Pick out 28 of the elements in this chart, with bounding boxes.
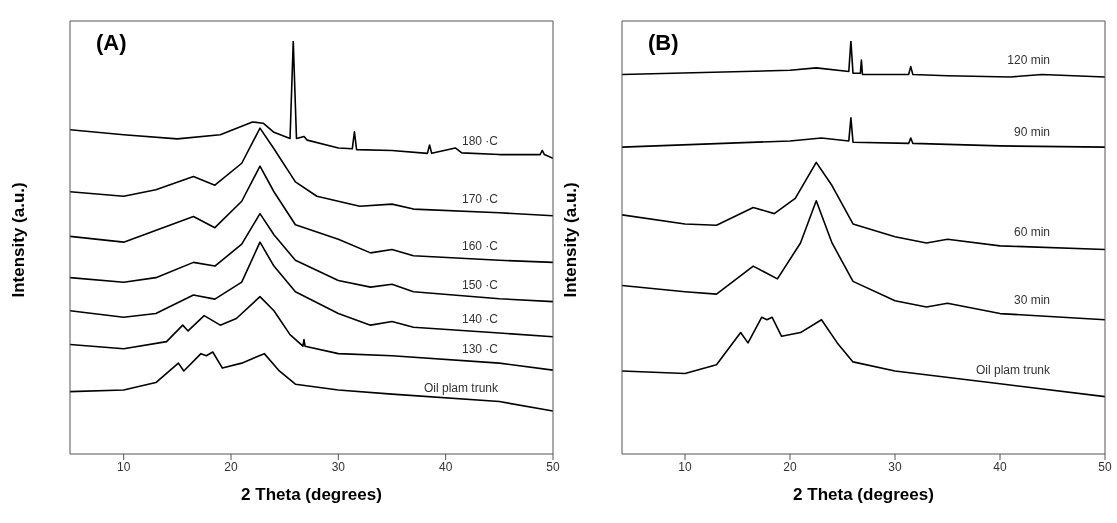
x-tick-label: 10 [116, 459, 131, 474]
series-label: 150 ·C [461, 277, 499, 292]
x-tick-label: 20 [783, 459, 797, 474]
series-label: 90 min [1013, 124, 1050, 139]
series-label: 180 ·C [461, 133, 499, 148]
chart-title: (A) [96, 30, 127, 56]
x-tick-label: 40 [438, 459, 453, 474]
x-tick-label: 40 [993, 459, 1007, 474]
series-label: Oil plam trunk [975, 362, 1051, 377]
series-label: 130 ·C [461, 342, 499, 357]
chart-title: (B) [648, 30, 679, 56]
series-label: 170 ·C [461, 191, 499, 206]
y-axis-title: Intensity (a.u.) [561, 182, 581, 298]
x-tick-label: 50 [1098, 459, 1112, 474]
y-axis-title: Intensity (a.u.) [9, 182, 29, 298]
x-tick-label: 30 [331, 459, 346, 474]
x-tick-label: 30 [888, 459, 902, 474]
series-label: 60 min [1013, 224, 1050, 239]
x-tick-label: 10 [678, 459, 692, 474]
x-axis-title: 2 Theta (degrees) [793, 485, 934, 504]
x-axis-title: 2 Theta (degrees) [241, 485, 382, 504]
series-label: 140 ·C [461, 311, 499, 326]
series-label: 30 min [1013, 292, 1050, 307]
series-label: Oil plam trunk [423, 380, 499, 395]
series-label: 120 min [1007, 53, 1050, 68]
x-tick-label: 20 [224, 459, 238, 474]
series-label: 160 ·C [461, 239, 499, 254]
x-tick-label: 50 [546, 459, 560, 474]
